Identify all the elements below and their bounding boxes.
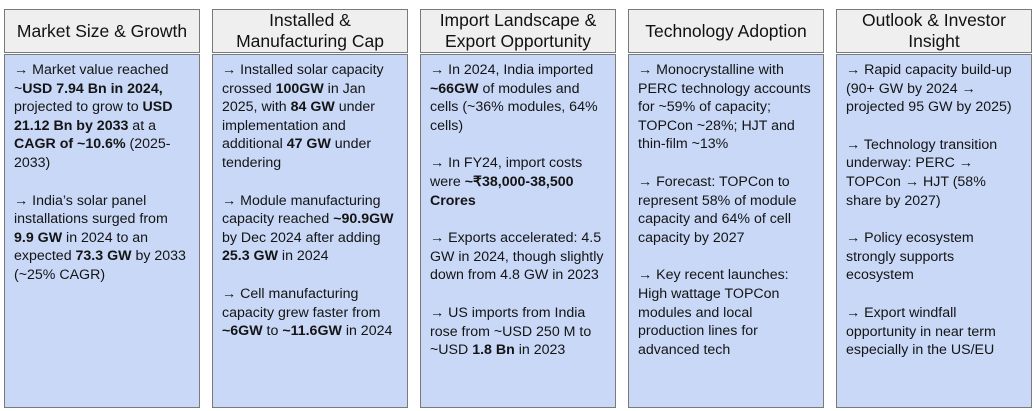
bullet-text: → Monocrystalline with PERC technology a… xyxy=(638,62,811,153)
bullet-text: → Installed solar capacity crossed xyxy=(222,62,384,97)
bullet-text: (2025-2033) xyxy=(14,136,171,171)
bullet-text: → US imports from India rose from ~USD 2… xyxy=(430,304,592,359)
column-title: Installed & Manufacturing Cap xyxy=(212,9,408,53)
column-technology-adoption: Technology Adoption → Monocrystalline wi… xyxy=(628,9,824,408)
bullet-text: → Exports accelerated: 4.5 GW in 2024, t… xyxy=(430,230,604,284)
bullet-paragraph: → Forecast: TOPCon to represent 58% of m… xyxy=(638,173,814,247)
bullet-text: by 2033 (~25% CAGR) xyxy=(14,248,186,283)
column-import-export: Import Landscape & Export Opportunity → … xyxy=(420,9,616,408)
bullet-text: → Cell manufacturing capacity grew faste… xyxy=(222,285,381,321)
highlight-text: ~₹38,000-38,500 Crores xyxy=(430,173,574,209)
highlight-text: ~6GW xyxy=(222,323,263,340)
highlight-text: 73.3 GW xyxy=(75,248,132,265)
highlight-text: 100GW xyxy=(275,80,324,97)
column-title: Outlook & Investor Insight xyxy=(836,9,1032,53)
column-body: → Market value reached ~USD 7.94 Bn in 2… xyxy=(4,54,200,408)
bullet-text: in 2024 to an expected xyxy=(14,229,149,265)
bullet-text: in 2024 xyxy=(341,323,393,340)
bullet-paragraph: → Rapid capacity build-up (90+ GW by 202… xyxy=(846,61,1022,117)
bullet-text: to xyxy=(262,323,283,340)
bullet-paragraph: → Technology transition underway: PERC →… xyxy=(846,136,1022,210)
bullet-paragraph: → Export windfall opportunity in near te… xyxy=(846,304,1022,360)
column-body: → Monocrystalline with PERC technology a… xyxy=(628,54,824,408)
bullet-text: in 2023 xyxy=(514,342,566,359)
column-market-size: Market Size & Growth → Market value reac… xyxy=(4,9,200,408)
bullet-text: → In 2024, India imported xyxy=(430,62,594,78)
highlight-text: ~90.9GW xyxy=(333,211,394,228)
bullet-paragraph: → Exports accelerated: 4.5 GW in 2024, t… xyxy=(430,229,606,285)
highlight-text: USD 7.94 Bn in 2024, xyxy=(22,80,163,97)
bullet-text: → Key recent launches: High wattage TOPC… xyxy=(638,267,789,358)
bullet-text: → Export windfall opportunity in near te… xyxy=(846,304,996,359)
bullet-text: at a xyxy=(128,117,156,134)
bullet-paragraph: → Module manufacturing capacity reached … xyxy=(222,192,398,266)
bullet-text: → Rapid capacity build-up (90+ GW by 202… xyxy=(846,62,1012,116)
highlight-text: 1.8 Bn xyxy=(472,342,515,359)
bullet-paragraph: → In FY24, import costs were ~₹38,000-38… xyxy=(430,154,606,210)
bullet-paragraph: → US imports from India rose from ~USD 2… xyxy=(430,304,606,360)
bullet-paragraph: → Policy ecosystem strongly supports eco… xyxy=(846,229,1022,285)
highlight-text: CAGR of ~10.6% xyxy=(14,136,126,153)
column-title: Import Landscape & Export Opportunity xyxy=(420,9,616,53)
bullet-text: → Module manufacturing capacity reached xyxy=(222,192,381,228)
highlight-text: ~11.6GW xyxy=(282,323,342,340)
bullet-text: → In FY24, import costs were xyxy=(430,155,583,190)
bullet-text: of modules and cells (~36% modules, 64% … xyxy=(430,80,598,134)
column-body: → In 2024, India imported ~66GW of modul… xyxy=(420,54,616,408)
bullet-paragraph: → Cell manufacturing capacity grew faste… xyxy=(222,285,398,341)
bullet-paragraph: → India’s solar panel installations surg… xyxy=(14,192,190,285)
highlight-text: 9.9 GW xyxy=(14,229,63,246)
bullet-paragraph: → Installed solar capacity crossed 100GW… xyxy=(222,61,398,173)
bullet-text: → Forecast: TOPCon to represent 58% of m… xyxy=(638,173,797,246)
bullet-text: by Dec 2024 after adding xyxy=(222,229,381,246)
column-body: → Rapid capacity build-up (90+ GW by 202… xyxy=(836,54,1032,408)
bullet-text: → Technology transition underway: PERC →… xyxy=(846,136,998,209)
highlight-text: 25.3 GW xyxy=(222,248,278,265)
column-title: Market Size & Growth xyxy=(4,9,200,53)
bullet-text: under implementation and additional xyxy=(222,99,376,153)
highlight-text: 84 GW xyxy=(290,99,335,116)
bullet-text: in Jan 2025, with xyxy=(222,80,366,116)
bullet-text: → India’s solar panel installations surg… xyxy=(14,192,168,228)
column-outlook-investor: Outlook & Investor Insight → Rapid capac… xyxy=(836,9,1032,408)
highlight-text: 47 GW xyxy=(286,136,331,153)
bullet-text: under tendering xyxy=(222,136,372,171)
highlight-text: ~66GW xyxy=(430,80,479,97)
bullet-text: → Market value reached ~ xyxy=(14,62,169,97)
column-installed-manufacturing: Installed & Manufacturing Cap → Installe… xyxy=(212,9,408,408)
bullet-paragraph: → Market value reached ~USD 7.94 Bn in 2… xyxy=(14,61,190,173)
column-title: Technology Adoption xyxy=(628,9,824,53)
bullet-text: projected to grow to xyxy=(14,99,143,116)
bullet-paragraph: → In 2024, India imported ~66GW of modul… xyxy=(430,61,606,135)
bullet-paragraph: → Monocrystalline with PERC technology a… xyxy=(638,61,814,154)
column-body: → Installed solar capacity crossed 100GW… xyxy=(212,54,408,408)
bullet-text: → Policy ecosystem strongly supports eco… xyxy=(846,230,974,284)
bullet-text: in 2024 xyxy=(277,248,329,265)
highlight-text: USD 21.12 Bn by 2033 xyxy=(14,99,173,134)
bullet-paragraph: → Key recent launches: High wattage TOPC… xyxy=(638,266,814,359)
